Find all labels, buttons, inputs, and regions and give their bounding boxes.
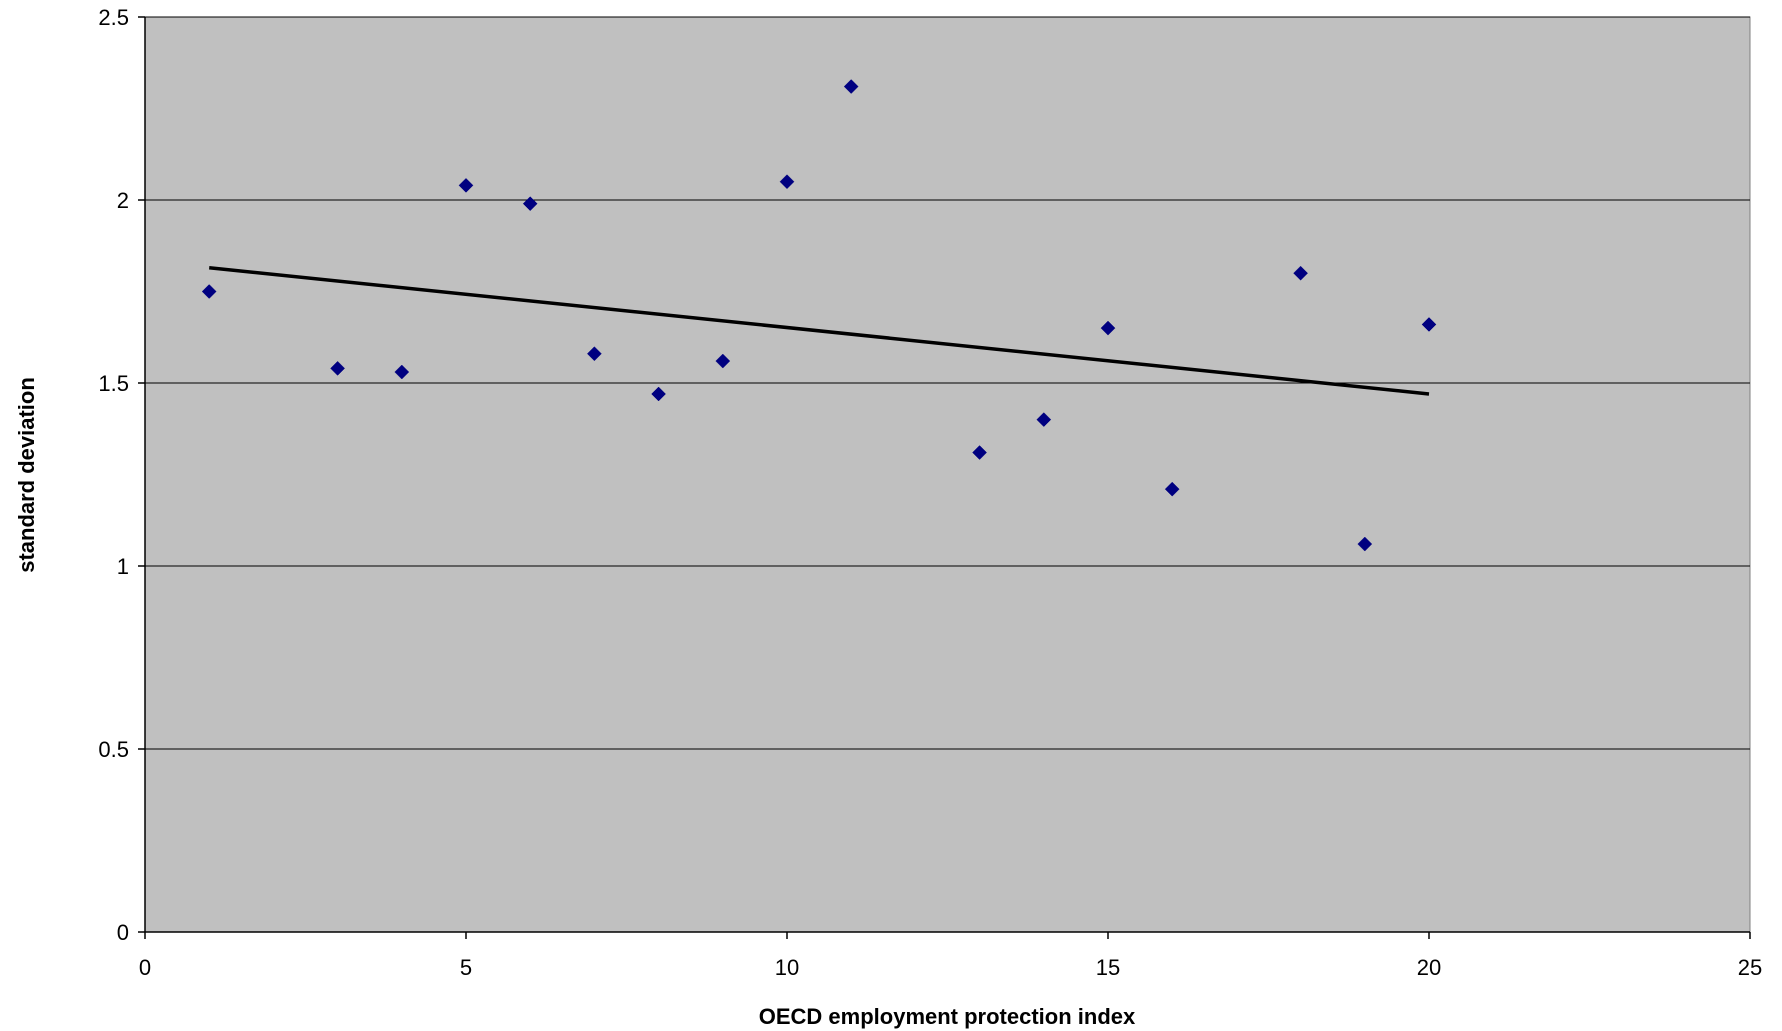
data-point (522, 196, 538, 212)
data-point (201, 284, 217, 299)
data-point (715, 353, 731, 369)
y-axis-ticks: 0 0.5 1 1.5 2 2.5 (98, 5, 145, 945)
x-tick-label: 15 (1096, 955, 1120, 980)
y-tick-label: 0.5 (98, 737, 129, 762)
data-point (587, 346, 602, 362)
data-point (972, 445, 987, 460)
data-point (651, 386, 666, 402)
data-point (1100, 320, 1116, 336)
x-tick-label: 0 (139, 955, 151, 980)
y-tick-label: 2.5 (98, 5, 129, 30)
data-point (330, 361, 345, 376)
x-axis-ticks: 0 5 10 15 20 25 (139, 932, 1762, 980)
data-point (1036, 412, 1052, 427)
y-tick-label: 0 (117, 920, 129, 945)
x-tick-label: 25 (1738, 955, 1762, 980)
trendline (209, 265, 1430, 396)
y-axis-title: standard deviation (14, 377, 39, 573)
plot-area (144, 16, 1751, 933)
data-point (1293, 265, 1308, 281)
x-tick-label: 10 (775, 955, 799, 980)
x-axis-title: OECD employment protection index (759, 1004, 1136, 1029)
gridlines (145, 16, 1750, 750)
trendline-layer (209, 265, 1430, 396)
y-tick-label: 1 (117, 554, 129, 579)
data-point (843, 79, 859, 94)
x-tick-label: 20 (1417, 955, 1441, 980)
data-point (779, 174, 795, 190)
data-point (458, 178, 474, 193)
data-point (1357, 536, 1373, 552)
x-tick-label: 5 (460, 955, 472, 980)
y-tick-label: 2 (117, 188, 129, 213)
y-tick-label: 1.5 (98, 371, 129, 396)
data-point (394, 364, 410, 380)
axes (144, 17, 1750, 933)
data-point (1164, 481, 1180, 497)
points-layer (201, 79, 1437, 552)
data-point (1421, 317, 1437, 332)
